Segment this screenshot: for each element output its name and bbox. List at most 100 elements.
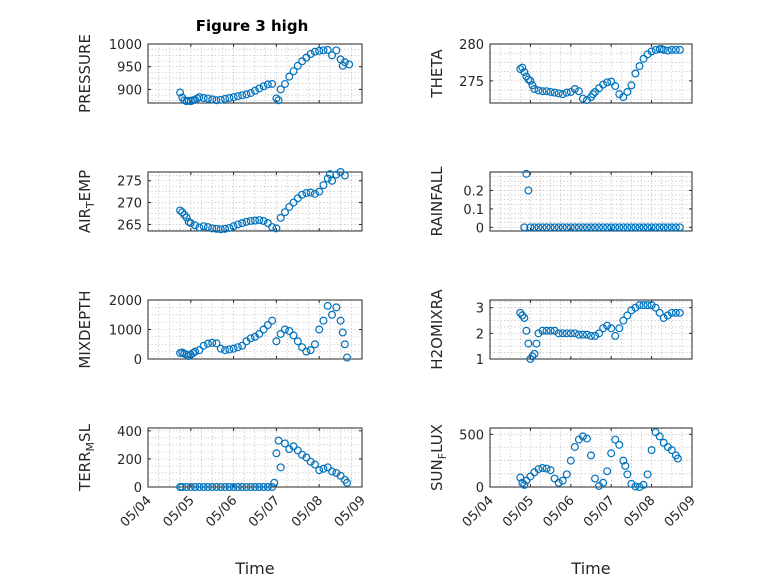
data-point [221, 224, 230, 233]
axes-box [147, 427, 363, 488]
data-series [176, 168, 349, 234]
data-point [520, 480, 529, 489]
data-point [199, 341, 208, 350]
data-point [263, 219, 272, 228]
data-point [562, 329, 571, 338]
data-point [578, 432, 587, 441]
data-point [554, 329, 563, 338]
data-point [586, 223, 595, 232]
data-point [554, 478, 563, 487]
data-point [195, 93, 204, 102]
data-point [289, 331, 298, 340]
data-point [338, 328, 347, 337]
data-point [285, 72, 294, 81]
data-point [315, 46, 324, 55]
y-axis-label-main: H2OMIXRA [428, 289, 446, 370]
grid-lines [489, 43, 693, 103]
data-point [647, 446, 656, 455]
data-point [566, 456, 575, 465]
data-point [306, 188, 315, 197]
data-point [520, 68, 529, 77]
data-point [259, 325, 268, 334]
data-point [212, 96, 221, 105]
data-point [332, 170, 341, 179]
data-point [276, 213, 285, 222]
data-point [212, 224, 221, 233]
data-point [191, 347, 200, 356]
data-point [643, 301, 652, 310]
data-series [176, 301, 352, 362]
data-point [272, 94, 281, 103]
data-point [518, 478, 527, 487]
data-point [647, 47, 656, 56]
y-axis-label-subscript: F [436, 453, 449, 459]
data-point [306, 346, 315, 355]
data-point [191, 221, 200, 230]
data-point [285, 202, 294, 211]
data-point [268, 316, 277, 325]
subplot-2: 275 280 THETA [428, 38, 693, 105]
data-point [520, 313, 529, 322]
data-point [534, 223, 543, 232]
data-point [259, 82, 268, 91]
data-point [651, 223, 660, 232]
data-point [323, 174, 332, 183]
data-point [191, 483, 200, 492]
data-point [516, 473, 525, 482]
data-point [255, 329, 264, 338]
data-point [255, 483, 264, 492]
data-point [538, 464, 547, 473]
data-point [651, 303, 660, 312]
data-point [293, 337, 302, 346]
data-point [332, 46, 341, 55]
data-point [268, 483, 277, 492]
data-point [639, 223, 648, 232]
data-point [216, 95, 225, 104]
data-point [328, 51, 337, 60]
data-point [667, 308, 676, 317]
y-tick-label: 275 [117, 175, 142, 190]
data-point [595, 223, 604, 232]
data-point [659, 313, 668, 322]
data-point [186, 483, 195, 492]
data-point [635, 62, 644, 71]
data-point [611, 435, 620, 444]
data-point [570, 329, 579, 338]
data-point [639, 301, 648, 310]
data-point [203, 94, 212, 103]
data-point [251, 86, 260, 95]
data-point [599, 478, 608, 487]
data-point [534, 465, 543, 474]
y-tick-label: 950 [117, 61, 142, 76]
data-point [343, 353, 352, 362]
data-point [591, 331, 600, 340]
data-point [574, 87, 583, 96]
data-point [667, 446, 676, 455]
y-tick-label: 270 [117, 197, 142, 212]
axes-box [147, 171, 363, 232]
data-point [225, 483, 234, 492]
data-point [534, 86, 543, 95]
data-point [607, 324, 616, 333]
data-point [619, 93, 628, 102]
data-point [524, 186, 533, 195]
data-point [538, 87, 547, 96]
data-point [671, 223, 680, 232]
data-point [195, 223, 204, 232]
data-point [328, 310, 337, 319]
data-point [251, 483, 260, 492]
data-point [242, 217, 251, 226]
y-axis-label-main: TERR [76, 451, 94, 492]
data-point [289, 442, 298, 451]
data-point [233, 483, 242, 492]
axes-box [489, 43, 693, 104]
data-point [578, 94, 587, 103]
x-tick-label: 05/04 [460, 493, 497, 530]
data-point [673, 454, 682, 463]
data-point [663, 223, 672, 232]
subplot-5: 0 1000 2000 MIXDEPTH [76, 290, 363, 369]
data-point [566, 329, 575, 338]
y-tick-label: 0 [476, 481, 484, 496]
data-point [603, 321, 612, 330]
data-point [631, 482, 640, 491]
